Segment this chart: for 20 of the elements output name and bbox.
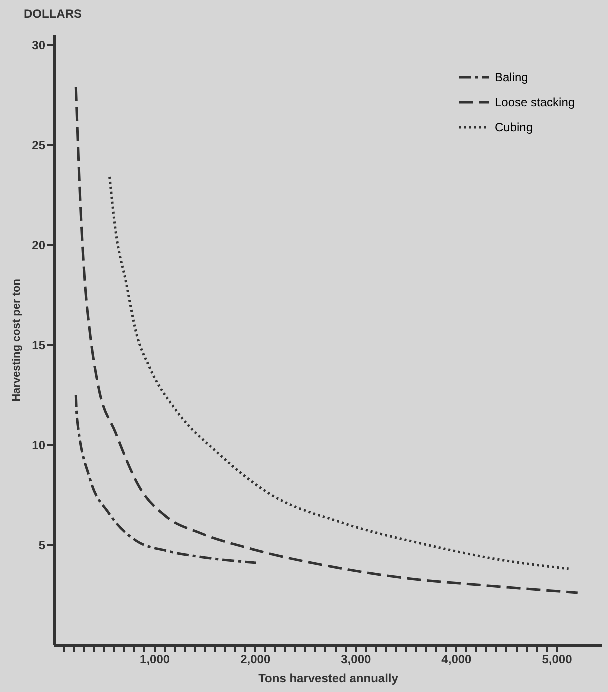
- y-tick-label: 20: [32, 238, 46, 252]
- legend-label: Cubing: [495, 120, 534, 134]
- y-tick-label: 30: [32, 38, 46, 52]
- x-tick-label: 5,000: [542, 652, 573, 666]
- y-tick-label: 15: [32, 338, 46, 352]
- x-tick-label: 4,000: [442, 652, 472, 666]
- line-series: [108, 176, 570, 570]
- y-axis-title: Harvesting cost per ton: [11, 278, 24, 402]
- text: DOLLARS: [24, 7, 82, 21]
- legend-label: Loose stacking: [495, 96, 576, 110]
- line-series: [74, 394, 258, 564]
- legend-label: Baling: [495, 70, 528, 84]
- x-tick-label: 2,000: [240, 652, 271, 666]
- x-axis-title: Tons harvested annually: [258, 672, 399, 686]
- y-tick-label: 10: [32, 438, 46, 452]
- y-tick-label: 25: [32, 138, 46, 152]
- y-tick-label: 5: [38, 538, 46, 552]
- x-tick-label: 3,000: [341, 652, 372, 666]
- line-series: [74, 86, 580, 594]
- x-tick-label: 1,000: [140, 652, 170, 666]
